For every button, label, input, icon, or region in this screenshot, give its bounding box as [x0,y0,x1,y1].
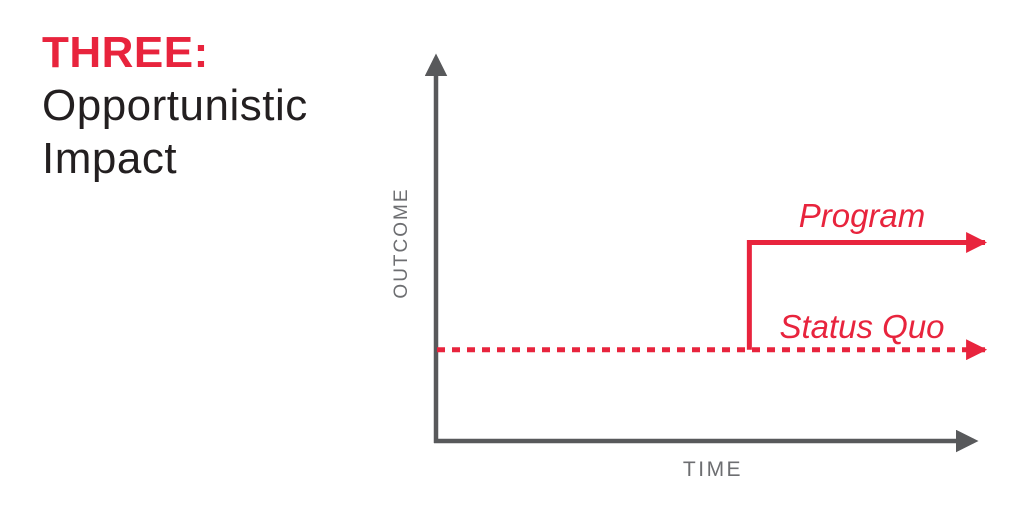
series-program-line [746,232,988,350]
program-line-label: Program [799,197,926,234]
y-axis-label: OUTCOME [391,187,412,298]
x-axis-label: TIME [683,458,743,481]
title-line-1: Opportunistic [42,81,308,130]
title-line-2: Impact [42,134,178,183]
title-block: THREE: Opportunistic Impact [42,26,308,185]
series-lines-group [437,232,988,361]
slide-kicker: THREE: [42,28,209,77]
status-quo-line-label: Status Quo [779,308,944,345]
